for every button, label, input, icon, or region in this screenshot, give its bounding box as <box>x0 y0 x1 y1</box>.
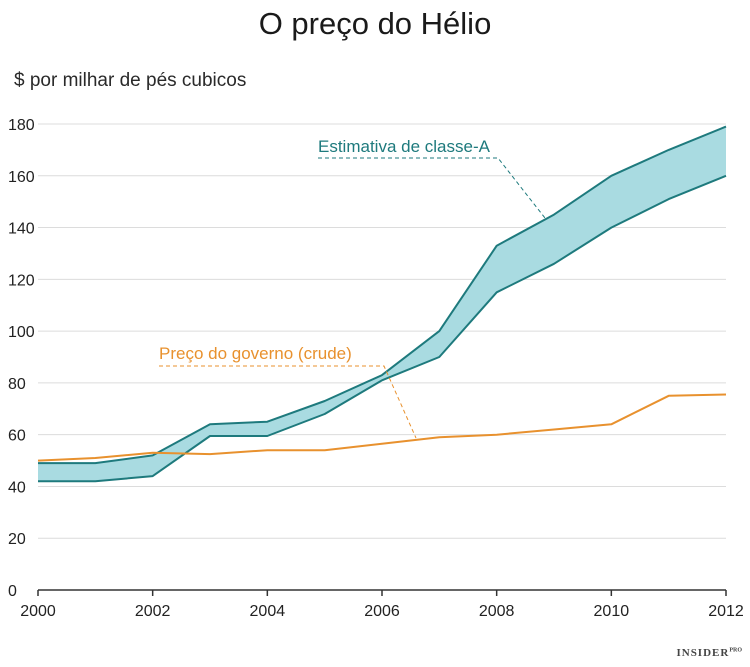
annotation-class-a-leader <box>318 157 546 219</box>
x-tick-label-2006: 2006 <box>364 603 400 620</box>
class-a-estimate-band <box>38 126 726 482</box>
annotation-government-leader <box>159 365 417 439</box>
annotation-class-a-estimate: Estimativa de classe-A <box>318 137 491 156</box>
y-tick-label-0: 0 <box>8 583 17 600</box>
x-tick-label-2004: 2004 <box>250 603 286 620</box>
y-tick-label-60: 60 <box>8 428 26 445</box>
y-tick-label-160: 160 <box>8 169 35 186</box>
x-tick-label-2000: 2000 <box>20 603 56 620</box>
annotation-government-price: Preço do governo (crude) <box>159 344 352 363</box>
y-axis-unit-label: $ por milhar de pés cubicos <box>14 70 247 91</box>
x-tick-label-2012: 2012 <box>708 603 744 620</box>
y-tick-label-80: 80 <box>8 376 26 393</box>
y-tick-label-100: 100 <box>8 324 35 341</box>
x-tick-label-2002: 2002 <box>135 603 171 620</box>
y-tick-label-120: 120 <box>8 272 35 289</box>
y-tick-label-180: 180 <box>8 117 35 134</box>
class-a-band-fill <box>38 126 726 482</box>
axes <box>37 589 727 596</box>
government-price-line <box>37 393 727 462</box>
y-tick-label-140: 140 <box>8 221 35 238</box>
class-a-lower-line <box>38 174 727 483</box>
insider-pro-logo: INSIDERPRO <box>676 647 742 659</box>
class-a-upper-line <box>38 125 727 465</box>
y-tick-labels: 0 20 40 60 80 100 120 140 160 180 <box>8 117 35 600</box>
x-tick-label-2008: 2008 <box>479 603 515 620</box>
annotations: Estimativa de classe-A Preço do governo (… <box>159 137 546 439</box>
y-tick-label-40: 40 <box>8 479 26 496</box>
x-tick-label-2010: 2010 <box>594 603 630 620</box>
y-tick-label-20: 20 <box>8 531 26 548</box>
chart-title: O preço do Hélio <box>258 6 492 41</box>
x-tick-labels: 2000 2002 2004 2006 2008 2010 2012 <box>20 603 744 620</box>
series-lines <box>37 125 727 483</box>
